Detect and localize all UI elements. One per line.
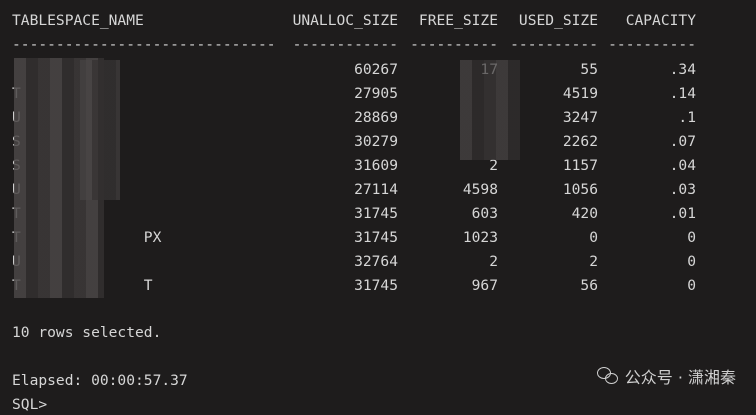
cell-unalloc-size: 30279 [354, 133, 398, 150]
header-tablespace-name: TABLESPACE_NAME [12, 12, 144, 29]
cell-used-size: 420 [571, 205, 598, 222]
cell-capacity: .34 [669, 61, 696, 78]
separator: ------------ [292, 36, 398, 53]
cell-used-size: 55 [580, 61, 598, 78]
separator: ---------- [608, 36, 696, 53]
cell-used-size: 1056 [562, 181, 598, 198]
cell-free-size: 603 [471, 205, 498, 222]
separator: ---------- [510, 36, 598, 53]
header-unalloc-size: UNALLOC_SIZE [292, 12, 398, 29]
cell-used-size: 56 [580, 277, 598, 294]
rows-selected-text: 10 rows selected. [12, 324, 162, 341]
cell-unalloc-size: 31745 [354, 277, 398, 294]
cell-capacity: 0 [687, 253, 696, 270]
cell-unalloc-size: 27114 [354, 181, 398, 198]
cell-free-size: 1023 [462, 229, 498, 246]
cell-used-size: 3247 [562, 109, 598, 126]
cell-used-size: 4519 [562, 85, 598, 102]
separator: ---------- [410, 36, 498, 53]
cell-used-size: 2262 [562, 133, 598, 150]
cell-used-size: 1157 [562, 157, 598, 174]
cell-capacity: .07 [669, 133, 696, 150]
cell-unalloc-size: 27905 [354, 85, 398, 102]
cell-capacity: .04 [669, 157, 696, 174]
redaction-mosaic [460, 60, 520, 160]
cell-capacity: .03 [669, 181, 696, 198]
separator-line: ------------------------------ ---------… [12, 35, 702, 55]
cell-capacity: 0 [687, 229, 696, 246]
cell-unalloc-size: 28869 [354, 109, 398, 126]
cell-used-size: 2 [589, 253, 598, 270]
cell-free-size: 2 [489, 157, 498, 174]
cell-unalloc-size: 31745 [354, 229, 398, 246]
sql-prompt[interactable]: SQL> [12, 396, 48, 413]
redaction-mosaic [80, 60, 120, 200]
watermark: 公众号 · 潇湘秦 [596, 364, 736, 388]
cell-free-size: 967 [471, 277, 498, 294]
separator: ------------------------------ [12, 36, 276, 53]
cell-capacity: .14 [669, 85, 696, 102]
cell-unalloc-size: 60267 [354, 61, 398, 78]
cell-capacity: .1 [678, 109, 696, 126]
cell-capacity: 0 [687, 277, 696, 294]
elapsed-text: Elapsed: 00:00:57.37 [12, 372, 188, 389]
watermark-text: 公众号 · 潇湘秦 [624, 368, 736, 387]
header-used-size: USED_SIZE [518, 12, 598, 29]
cell-used-size: 0 [589, 229, 598, 246]
cell-unalloc-size: 31745 [354, 205, 398, 222]
cell-capacity: .01 [669, 205, 696, 222]
header-capacity: CAPACITY [625, 12, 696, 29]
cell-unalloc-size: 31609 [354, 157, 398, 174]
column-headers: TABLESPACE_NAME UNALLOC_SIZE FREE_SIZE U… [12, 11, 696, 31]
header-free-size: FREE_SIZE [418, 12, 498, 29]
wechat-icon [596, 367, 619, 385]
cell-free-size: 2 [489, 253, 498, 270]
cell-unalloc-size: 32764 [354, 253, 398, 270]
cell-free-size: 4598 [462, 181, 498, 198]
